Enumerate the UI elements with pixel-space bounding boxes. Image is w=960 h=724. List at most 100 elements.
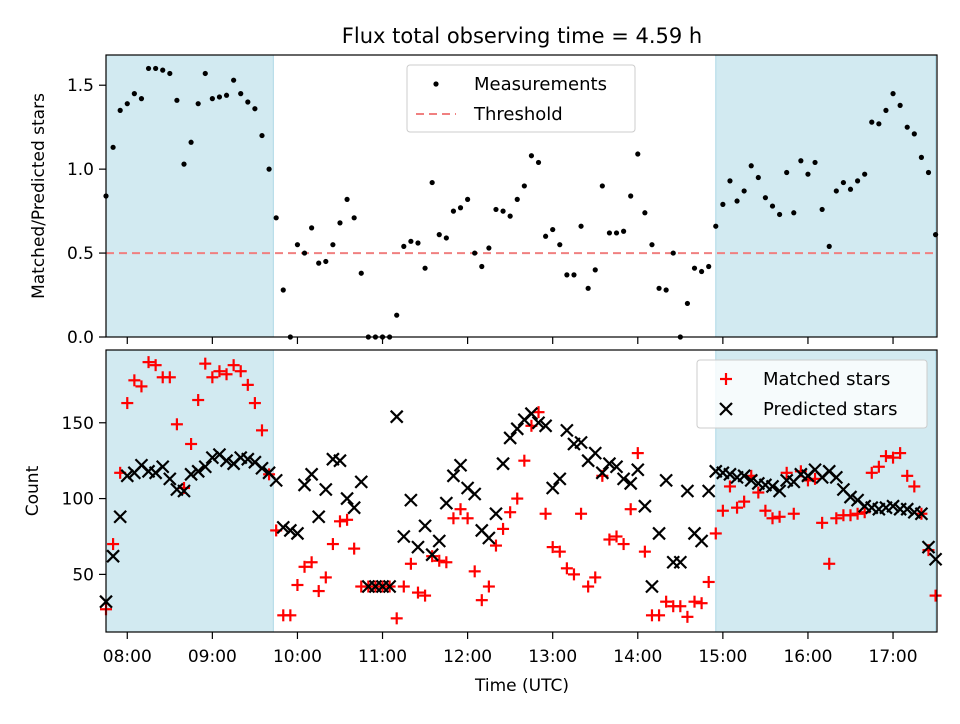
matched-point — [433, 554, 446, 567]
predicted-point — [538, 419, 553, 433]
matched-point — [454, 503, 467, 516]
measurement-point — [585, 285, 591, 291]
measurement-point — [713, 223, 719, 229]
measurement-point — [160, 67, 166, 73]
measurement-point — [613, 230, 620, 236]
predicted-point — [659, 473, 673, 488]
top-y-axis-label: Matched/Predicted stars — [29, 93, 49, 299]
measurement-point — [145, 65, 152, 72]
measurement-point — [330, 242, 336, 248]
predicted-point — [191, 464, 205, 479]
matched-point — [170, 418, 183, 431]
bottom-y-tick-label: 100 — [62, 490, 94, 510]
predicted-point — [432, 534, 447, 548]
top-legend: Measurements Threshold — [406, 64, 636, 133]
measurement-point — [833, 188, 839, 194]
legend-predicted-label: Predicted stars — [763, 399, 897, 420]
predicted-point — [843, 490, 858, 504]
chart-title: Flux total observing time = 4.59 h — [342, 24, 702, 48]
matched-point — [128, 374, 141, 387]
measurement-point — [316, 260, 322, 266]
legend-predicted-marker — [719, 402, 733, 416]
measurement-point — [847, 186, 854, 192]
matched-point — [865, 466, 878, 479]
measurement-point — [663, 287, 669, 293]
predicted-point — [680, 484, 695, 498]
measurement-point — [734, 198, 740, 204]
x-tick-label: 12:00 — [443, 647, 492, 667]
matched-point — [532, 406, 545, 419]
top-x-ticks — [126, 337, 894, 344]
predicted-point — [524, 406, 539, 421]
measurement-point — [528, 153, 535, 159]
predicted-point — [198, 459, 213, 474]
top-measurement-points — [103, 65, 939, 340]
measurement-point — [628, 193, 634, 199]
matched-point — [674, 600, 687, 613]
measurement-point — [791, 210, 797, 216]
predicted-point — [914, 506, 929, 521]
measurement-point — [741, 188, 747, 194]
x-tick-label: 13:00 — [528, 647, 577, 667]
matched-point — [681, 610, 694, 623]
measurement-point — [195, 101, 201, 107]
measurement-point — [578, 223, 584, 229]
matched-point — [617, 538, 630, 551]
predicted-point — [588, 446, 603, 460]
measurement-point — [876, 121, 882, 127]
matched-point — [291, 579, 304, 591]
predicted-point — [283, 523, 298, 538]
measurement-point — [351, 215, 357, 221]
measurement-point — [422, 265, 428, 271]
matched-point — [298, 560, 311, 573]
matched-point — [397, 580, 410, 593]
matched-point — [497, 522, 510, 535]
matched-point — [220, 368, 233, 381]
measurement-point — [621, 228, 627, 234]
matched-point — [482, 580, 495, 593]
matched-point — [894, 447, 907, 460]
matched-point — [312, 585, 325, 598]
matched-point — [553, 545, 566, 558]
top-panel: 0.0 0.5 1.0 1.5 Matched/Predicted stars Mea… — [29, 54, 939, 348]
measurement-point — [656, 285, 662, 291]
measurement-point — [543, 233, 549, 239]
predicted-point — [311, 509, 326, 524]
measurement-point — [500, 208, 506, 214]
measurement-point — [691, 265, 698, 271]
predicted-point — [638, 499, 652, 513]
measurement-point — [188, 139, 194, 145]
matched-point — [660, 595, 673, 608]
bottom-plot-frame — [105, 349, 938, 633]
top-y-tick-label: 1.0 — [67, 160, 94, 180]
predicted-point — [382, 579, 397, 594]
bottom-shaded-region-1 — [105, 349, 274, 633]
measurement-point — [670, 250, 676, 256]
measurement-point — [812, 159, 818, 166]
x-tick-label: 17:00 — [869, 647, 918, 667]
measurement-point — [181, 161, 187, 167]
predicted-point — [772, 484, 787, 498]
matched-point — [107, 538, 120, 551]
x-axis-label: Time (UTC) — [474, 676, 569, 696]
matched-point — [546, 541, 559, 554]
matched-point — [823, 557, 836, 570]
predicted-point — [113, 509, 127, 524]
measurement-point — [564, 272, 570, 278]
predicted-point — [496, 456, 510, 471]
x-tick-label: 16:00 — [783, 647, 832, 667]
measurement-point — [493, 206, 499, 213]
measurement-point — [507, 213, 513, 219]
measurement-point — [550, 226, 556, 233]
top-y-axis: 0.0 0.5 1.0 1.5 — [67, 76, 106, 348]
measurement-point — [918, 154, 925, 160]
measurement-point — [465, 196, 471, 202]
matched-point — [723, 480, 736, 493]
predicted-point — [404, 493, 418, 507]
matched-point — [199, 357, 212, 370]
measurement-point — [883, 107, 889, 113]
measurement-point — [748, 163, 754, 169]
predicted-point — [765, 479, 780, 494]
matched-point — [766, 512, 779, 525]
predicted-point — [701, 484, 716, 498]
